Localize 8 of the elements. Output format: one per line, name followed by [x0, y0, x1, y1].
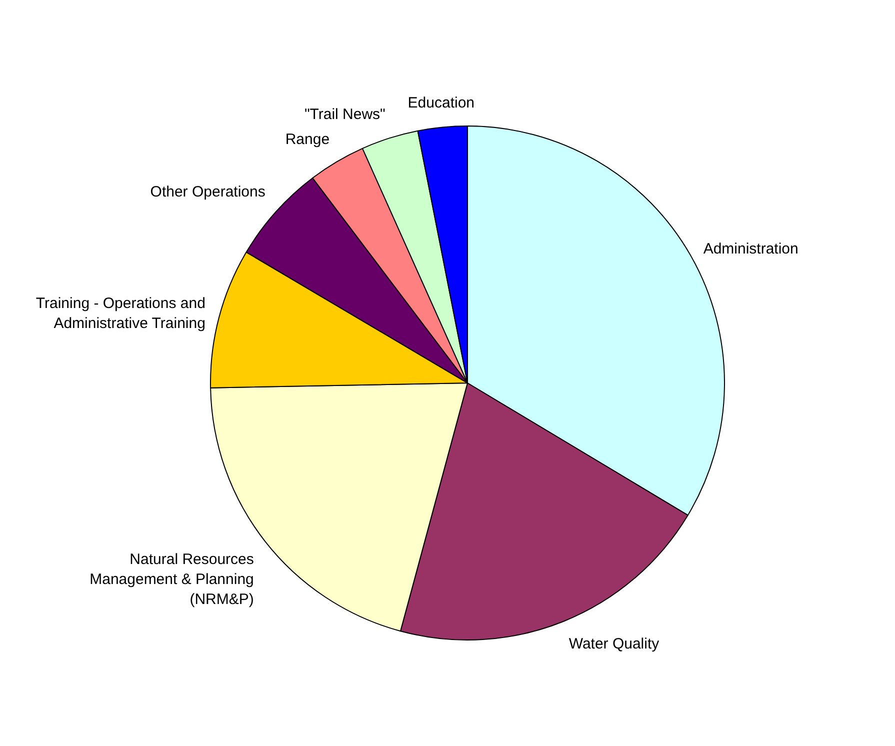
- slice-label: Education: [408, 94, 475, 112]
- slice-label: Training - Operations and Administrative Training: [36, 295, 206, 332]
- slice-label: Other Operations: [150, 184, 266, 201]
- slice-label: Range: [285, 130, 330, 148]
- slice-label: Natural Resources Management & Planning (NRM&P): [90, 550, 254, 608]
- slice-label: Administration: [703, 240, 798, 258]
- slice-label: "Trail News": [304, 106, 386, 123]
- slice-label: Water Quality: [568, 635, 660, 652]
